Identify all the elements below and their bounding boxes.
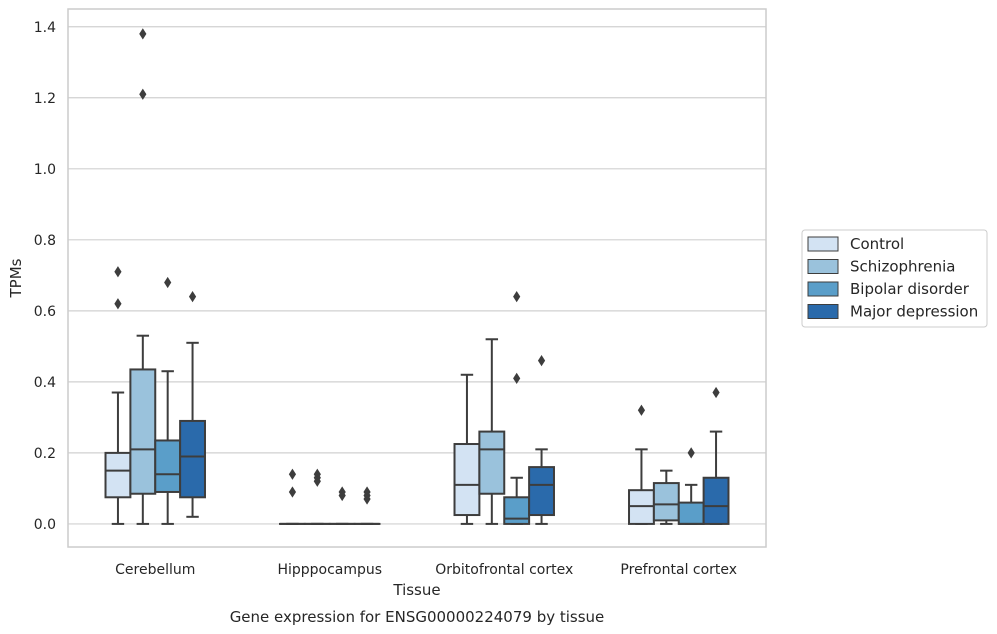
box-iqr xyxy=(677,501,705,525)
y-tick-label: 0.4 xyxy=(34,375,56,391)
y-tick-label: 1.4 xyxy=(34,20,56,36)
legend: Control Schizophrenia Bipolar disorder Majo… xyxy=(801,229,988,328)
legend-swatch xyxy=(807,236,839,252)
box-iqr xyxy=(478,430,506,495)
box-bipolar-disorder xyxy=(328,486,356,525)
box-control xyxy=(453,373,481,525)
outlier-point xyxy=(313,475,321,487)
outlier-point xyxy=(687,447,695,459)
x-tick-label: Hipppocampus xyxy=(277,562,382,578)
outlier-point xyxy=(513,291,521,303)
outlier-point xyxy=(338,489,346,502)
box-major-depression xyxy=(353,486,381,525)
y-tick-label: 0.6 xyxy=(34,304,56,320)
box-control xyxy=(104,266,132,525)
box-iqr xyxy=(104,451,132,499)
outlier-point xyxy=(288,486,297,498)
box-iqr xyxy=(129,368,157,495)
y-tick-label: 1.2 xyxy=(34,91,56,107)
box-bipolar-disorder xyxy=(154,276,182,525)
box-bipolar-disorder xyxy=(503,291,531,525)
legend-swatch xyxy=(807,304,839,319)
box-iqr xyxy=(702,476,730,525)
legend-frame xyxy=(801,229,988,328)
box-control xyxy=(279,468,306,525)
box-groups xyxy=(104,28,730,525)
x-tick-labels: Cerebellum Hipppocampus Orbitofrontal cort… xyxy=(115,562,737,578)
legend-swatch xyxy=(807,281,839,297)
outlier-point xyxy=(363,493,371,505)
figure-caption: Gene expression for ENSG00000224079 by t… xyxy=(230,608,605,626)
box-iqr xyxy=(154,439,182,493)
box-bipolar-disorder xyxy=(677,447,705,525)
box-schizophrenia xyxy=(129,28,157,525)
outlier-point xyxy=(288,468,297,480)
plot-frame xyxy=(67,8,767,548)
y-tick-labels: 0.0 0.2 0.4 0.6 0.8 1.0 1.2 1.4 xyxy=(34,20,56,533)
box-iqr xyxy=(503,496,531,525)
y-tick-label: 0.0 xyxy=(34,517,56,533)
outlier-point xyxy=(114,298,122,310)
y-tick-label: 1.0 xyxy=(34,162,56,178)
outlier-point xyxy=(139,88,147,100)
outlier-point xyxy=(537,354,546,367)
box-control xyxy=(628,404,655,525)
box-schizophrenia xyxy=(478,338,506,525)
outlier-point xyxy=(139,28,147,40)
x-tick-label: Orbitofrontal cortex xyxy=(435,562,573,578)
box-iqr xyxy=(179,419,206,499)
box-iqr xyxy=(652,482,680,522)
y-tick-label: 0.2 xyxy=(34,446,56,462)
box-iqr xyxy=(453,443,481,517)
legend-label: Schizophrenia xyxy=(850,258,955,276)
legend-swatch xyxy=(807,259,839,274)
box-schizophrenia xyxy=(303,468,331,525)
y-axis-title: TPMs xyxy=(7,258,25,298)
box-major-depression xyxy=(702,386,730,525)
legend-label: Control xyxy=(850,235,904,253)
outlier-point xyxy=(164,276,172,289)
x-tick-label: Cerebellum xyxy=(115,562,195,578)
x-axis-title: Tissue xyxy=(392,581,440,599)
box-iqr xyxy=(528,466,555,517)
legend-label: Bipolar disorder xyxy=(850,280,970,298)
box-major-depression xyxy=(528,354,555,525)
outlier-point xyxy=(114,266,122,278)
outlier-point xyxy=(637,404,646,416)
outlier-point xyxy=(513,372,521,384)
outlier-point xyxy=(712,386,720,399)
box-schizophrenia xyxy=(652,469,680,525)
legend-label: Major depression xyxy=(850,303,978,321)
box-major-depression xyxy=(179,291,206,518)
x-tick-label: Prefrontal cortex xyxy=(620,562,737,578)
outlier-point xyxy=(188,291,197,303)
y-tick-label: 0.8 xyxy=(34,233,56,249)
